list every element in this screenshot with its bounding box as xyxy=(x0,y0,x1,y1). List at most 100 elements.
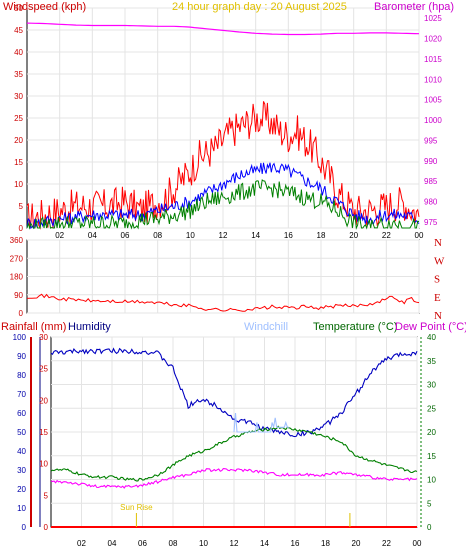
temperature-tick-label: 25 xyxy=(427,404,436,413)
temperature-tick-label: 0 xyxy=(427,523,432,532)
rainfall-tick-label: 70 xyxy=(17,390,26,399)
windspeed-tick-label: 0 xyxy=(19,224,24,233)
windspeed-tick-label: 15 xyxy=(14,158,23,167)
time-tick-label: 14 xyxy=(251,231,260,240)
time-tick-label: 20 xyxy=(352,539,361,548)
wind-direction-axis-ticks: 0 90 180 270 360 xyxy=(10,236,24,318)
time-tick-label: 04 xyxy=(108,539,117,548)
time-tick-label: 18 xyxy=(317,231,326,240)
direction-tick-label: 270 xyxy=(10,254,24,263)
time-tick-label: 20 xyxy=(349,231,358,240)
time-tick-label: 18 xyxy=(321,539,330,548)
wind-baro-title: 24 hour graph day : 20 August 2025 xyxy=(172,1,347,13)
temp-humidity-series xyxy=(50,347,418,528)
time-tick-label: 04 xyxy=(88,231,97,240)
time-tick-label: 12 xyxy=(230,539,239,548)
time-tick-label: 02 xyxy=(77,539,86,548)
temp-humidity-grid xyxy=(51,336,418,528)
time-tick-label: 02 xyxy=(55,231,64,240)
barometer-tick-label: 990 xyxy=(424,157,438,166)
humidity-tick-label: 15 xyxy=(39,428,48,437)
compass-label: N xyxy=(434,237,442,249)
time-tick-label: 12 xyxy=(219,231,228,240)
barometer-tick-label: 1005 xyxy=(424,96,442,105)
windspeed-tick-label: 45 xyxy=(14,26,23,35)
windspeed-tick-label: 40 xyxy=(14,48,23,57)
humidity-tick-label: 0 xyxy=(44,523,49,532)
barometer-tick-label: 1010 xyxy=(424,75,442,84)
time-tick-label: 10 xyxy=(186,231,195,240)
time-tick-label: 06 xyxy=(121,231,130,240)
humidity-tick-label: 25 xyxy=(39,365,48,374)
rainfall-tick-label: 50 xyxy=(17,428,26,437)
time-tick-label: 08 xyxy=(169,539,178,548)
windspeed-axis-ticks: 0 5 10 15 20 25 30 35 40 45 50 xyxy=(14,4,23,233)
barometer-tick-label: 1025 xyxy=(424,14,442,23)
compass-label: E xyxy=(434,292,441,304)
temperature-tick-label: 30 xyxy=(427,381,436,390)
avg-line xyxy=(26,179,420,230)
time-tick-label: 00 xyxy=(415,231,424,240)
windspeed-tick-label: 25 xyxy=(14,114,23,123)
temperature-tick-label: 10 xyxy=(427,476,436,485)
direction-tick-label: 0 xyxy=(19,309,24,318)
wind-baro-series xyxy=(26,22,420,230)
windspeed-tick-label: 35 xyxy=(14,70,23,79)
rainfall-tick-label: 30 xyxy=(17,466,26,475)
direction-tick-label: 180 xyxy=(10,273,24,282)
rainfall-tick-label: 60 xyxy=(17,409,26,418)
temp-humidity-time-ticks: 02 04 06 08 10 12 14 16 18 20 22 00 xyxy=(77,539,422,548)
humidity-axis-label: Humidity xyxy=(68,321,111,333)
direction-tick-label: 90 xyxy=(14,291,23,300)
humidity-line xyxy=(50,347,418,438)
wind-direction-series xyxy=(26,293,420,312)
barometer-tick-label: 985 xyxy=(424,177,438,186)
barometer-tick-label: 1000 xyxy=(424,116,442,125)
windspeed-tick-label: 30 xyxy=(14,92,23,101)
compass-label: N xyxy=(434,310,442,322)
barometer-tick-label: 980 xyxy=(424,198,438,207)
humidity-tick-label: 30 xyxy=(39,333,48,342)
direction-tick-label: 360 xyxy=(10,236,24,245)
rainfall-tick-label: 80 xyxy=(17,371,26,380)
temperature-tick-label: 40 xyxy=(427,333,436,342)
time-tick-label: 14 xyxy=(260,539,269,548)
temp-humidity-axes: 0 10 20 30 40 50 60 70 80 90 100 0 5 10 15 20 25 30 0 5 10 15… xyxy=(13,333,437,532)
barometer-axis-label: Barometer (hpa) xyxy=(374,1,454,13)
temperature-axis-label: Temperature (°C) xyxy=(313,321,397,333)
rainfall-tick-label: 20 xyxy=(17,485,26,494)
windchill-legend-label: Windchill xyxy=(244,321,288,333)
windspeed-tick-label: 10 xyxy=(14,180,23,189)
time-tick-label: 08 xyxy=(153,231,162,240)
dewpoint-axis-label: Dew Point (°C) xyxy=(395,321,466,333)
baro-line xyxy=(26,22,420,36)
humidity-tick-label: 5 xyxy=(44,491,49,500)
barometer-tick-label: 1020 xyxy=(424,35,442,44)
windspeed-axis-label: Windspeed (kph) xyxy=(3,1,86,13)
humidity-tick-label: 20 xyxy=(39,396,48,405)
wind-direction-grid xyxy=(27,239,420,314)
rainfall-tick-label: 10 xyxy=(17,504,26,513)
windchill-line xyxy=(233,412,289,433)
temperature-tick-label: 35 xyxy=(427,357,436,366)
dewpoint-line xyxy=(50,468,418,489)
windspeed-tick-label: 20 xyxy=(14,136,23,145)
rainfall-tick-label: 40 xyxy=(17,447,26,456)
rainfall-tick-label: 0 xyxy=(22,523,27,532)
direction-line xyxy=(26,293,420,312)
windspeed-tick-label: 50 xyxy=(14,4,23,13)
time-tick-label: 16 xyxy=(284,231,293,240)
compass-label: S xyxy=(434,274,440,286)
barometer-tick-label: 975 xyxy=(424,218,438,227)
rainfall-axis-label: Rainfall (mm) xyxy=(1,321,66,333)
barometer-tick-label: 1015 xyxy=(424,55,442,64)
wind-line xyxy=(26,162,420,230)
time-tick-label: 16 xyxy=(291,539,300,548)
barometer-tick-label: 995 xyxy=(424,136,438,145)
time-tick-label: 22 xyxy=(382,539,391,548)
temperature-tick-label: 20 xyxy=(427,428,436,437)
windspeed-tick-label: 5 xyxy=(19,202,24,211)
rainfall-tick-label: 100 xyxy=(13,333,27,342)
